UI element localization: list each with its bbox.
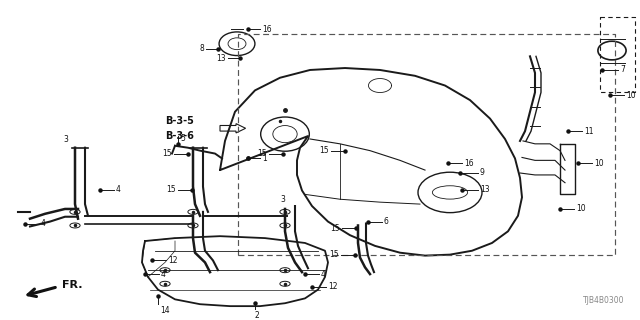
Text: 16: 16 — [464, 159, 474, 168]
Text: 4: 4 — [116, 185, 121, 194]
Text: 10: 10 — [594, 159, 604, 168]
Text: 12: 12 — [168, 256, 177, 265]
Text: 3: 3 — [63, 135, 68, 144]
Text: 15: 15 — [330, 224, 340, 233]
Text: 15: 15 — [330, 250, 339, 259]
FancyArrow shape — [220, 124, 246, 133]
Text: 10: 10 — [576, 204, 586, 213]
Text: 4: 4 — [321, 269, 326, 279]
Text: 3: 3 — [280, 195, 285, 204]
Text: 15: 15 — [166, 185, 176, 194]
Text: 4: 4 — [161, 269, 166, 279]
Text: 13: 13 — [216, 54, 226, 63]
Text: TJB4B0300: TJB4B0300 — [582, 296, 624, 305]
Text: FR.: FR. — [62, 280, 83, 290]
Text: 1: 1 — [262, 154, 267, 163]
Text: 9: 9 — [480, 169, 485, 178]
Text: 15: 15 — [319, 146, 329, 155]
Text: 7: 7 — [620, 66, 625, 75]
Text: 5: 5 — [180, 134, 185, 143]
Text: 13: 13 — [480, 185, 490, 194]
Text: B-3-5: B-3-5 — [165, 116, 194, 126]
Text: 11: 11 — [584, 127, 593, 136]
Text: 2: 2 — [255, 311, 259, 320]
Text: 15: 15 — [257, 149, 267, 158]
Text: 15: 15 — [163, 149, 172, 158]
Text: 12: 12 — [328, 282, 337, 291]
Text: 4: 4 — [41, 219, 46, 228]
Text: 16: 16 — [262, 25, 271, 34]
Text: 6: 6 — [384, 217, 389, 226]
Text: 10: 10 — [626, 91, 636, 100]
Text: 8: 8 — [199, 44, 204, 53]
Text: 14: 14 — [160, 306, 170, 315]
Text: B-3-6: B-3-6 — [165, 131, 194, 141]
